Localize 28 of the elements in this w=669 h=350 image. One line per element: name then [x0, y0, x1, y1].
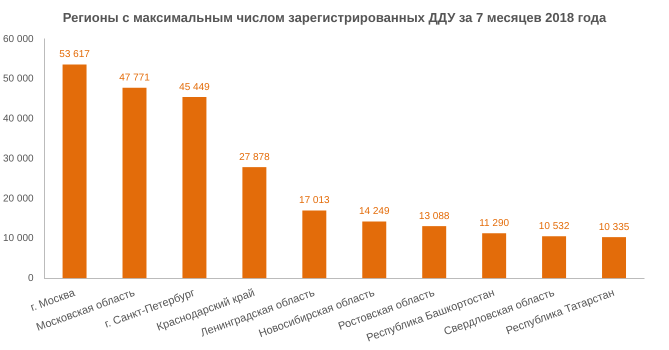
- data-label: 14 249: [358, 206, 390, 218]
- data-label: 27 878: [239, 152, 270, 163]
- data-label: 11 290: [479, 218, 510, 230]
- bar: [542, 236, 566, 278]
- data-label: 47 771: [119, 72, 150, 84]
- data-label: 13 088: [418, 210, 450, 222]
- bar: [362, 221, 386, 278]
- chart-title: Регионы с максимальным числом зарегистрированных ДДУ за 7 месяцев 2018 года: [62, 10, 608, 27]
- data-label: 10 532: [538, 221, 570, 232]
- bar: [602, 237, 626, 278]
- y-tick-label: 20 000: [2, 193, 34, 204]
- data-label: 17 013: [299, 195, 330, 206]
- y-tick-label: 60 000: [2, 34, 34, 45]
- bar: [422, 226, 446, 278]
- bar: [242, 167, 266, 278]
- bar: [62, 64, 87, 278]
- bar: [122, 88, 146, 278]
- y-tick-label: 10 000: [2, 233, 34, 244]
- y-tick-label: 30 000: [2, 153, 34, 164]
- data-label: 45 449: [179, 82, 210, 93]
- y-tick-label: 50 000: [2, 74, 34, 85]
- y-tick-label: 40 000: [2, 114, 34, 125]
- bar: [182, 97, 206, 278]
- bar: [482, 233, 506, 278]
- y-tick-label: 0: [28, 273, 34, 284]
- data-label: 10 335: [598, 222, 630, 233]
- data-label: 53 617: [59, 49, 90, 60]
- bar: [302, 210, 326, 278]
